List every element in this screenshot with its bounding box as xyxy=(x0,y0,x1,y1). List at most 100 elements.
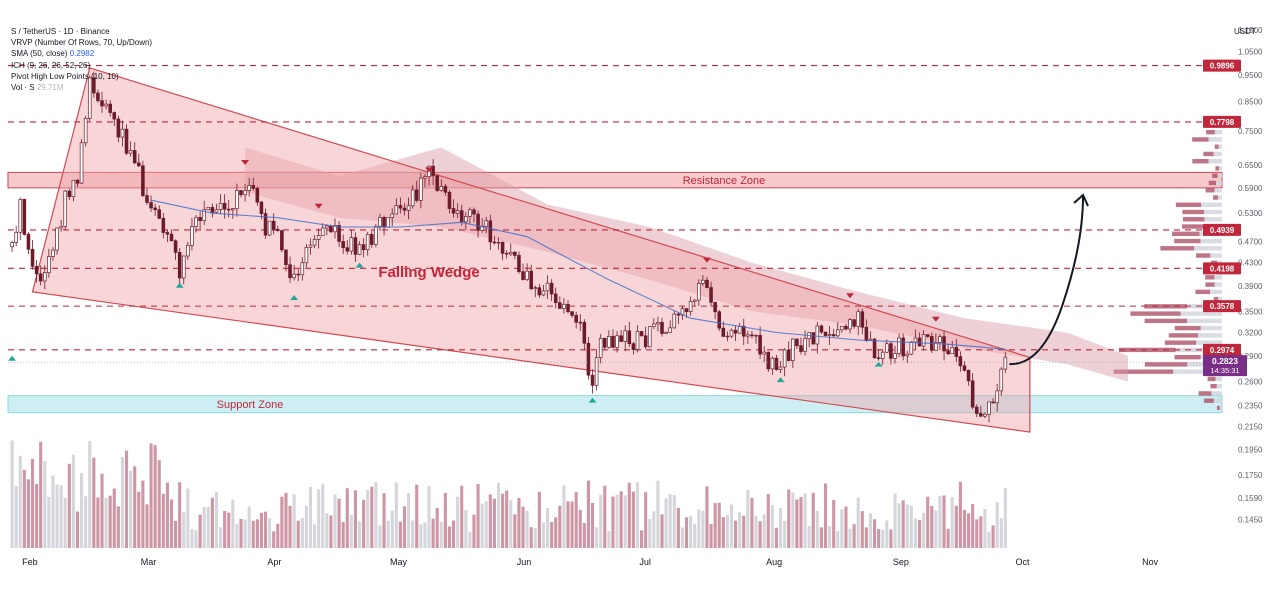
candle-body xyxy=(962,365,967,371)
volume-bar xyxy=(214,492,219,548)
indicator-vrvp[interactable]: VRVP (Number Of Rows, 70, Up/Down) xyxy=(11,38,153,48)
price-level-label: 0.7798 xyxy=(1210,118,1235,127)
candle-body xyxy=(758,335,762,355)
candle-body xyxy=(619,335,623,342)
candle-body xyxy=(880,351,885,359)
price-level-label: 0.4939 xyxy=(1210,226,1235,235)
axis-tick-label: 0.4300 xyxy=(1238,259,1263,268)
indicator-volume[interactable]: Vol · S 29.71M xyxy=(11,83,64,93)
candle-body xyxy=(729,329,734,337)
candle-body xyxy=(733,329,738,334)
volume-bar xyxy=(541,522,546,548)
pivot-high-marker xyxy=(702,257,711,263)
candle-body xyxy=(165,232,170,235)
volume-bar xyxy=(10,440,14,548)
indicator-ichimoku[interactable]: ICH (9, 26, 26, 52, 26) xyxy=(11,60,91,70)
month-label: Feb xyxy=(22,557,38,567)
volume-bar xyxy=(460,485,464,548)
candle-body xyxy=(819,325,824,333)
volume-profile-bar xyxy=(1198,333,1222,338)
candle-body xyxy=(329,225,333,233)
month-label: Oct xyxy=(1015,557,1030,567)
volume-profile-bar xyxy=(1187,318,1222,324)
volume-bar xyxy=(901,500,905,548)
candle-body xyxy=(231,208,235,211)
volume-profile-bar xyxy=(1144,362,1188,367)
volume-bar xyxy=(873,519,877,548)
candle-body xyxy=(374,226,378,245)
symbol-line[interactable]: S / TetherUS · 1D · Binance xyxy=(11,27,110,36)
axis-tick-label: 0.6500 xyxy=(1238,161,1263,170)
volume-bar xyxy=(975,519,979,548)
volume-bar xyxy=(967,513,971,548)
volume-profile-bar xyxy=(1208,180,1217,186)
candle-body xyxy=(296,273,300,276)
candle-body xyxy=(22,198,27,235)
candle-body xyxy=(382,217,386,228)
candle-body xyxy=(402,207,407,211)
candle-body xyxy=(889,343,893,359)
volume-bar xyxy=(80,473,84,548)
support-zone-label: Support Zone xyxy=(217,399,284,411)
candle-body xyxy=(280,230,284,251)
ichimoku-cloud xyxy=(245,147,1129,382)
price-level-tag xyxy=(1203,59,1241,72)
candle-body xyxy=(96,92,100,102)
volume-bar xyxy=(235,524,239,548)
volume-bar xyxy=(840,509,844,548)
volume-profile-bar xyxy=(1192,137,1209,142)
volume-bar xyxy=(664,498,668,548)
candle-body xyxy=(153,207,157,211)
candle-body xyxy=(304,247,309,264)
pivot-low-marker xyxy=(588,397,597,403)
candle-body xyxy=(876,357,881,359)
candle-body xyxy=(198,217,202,222)
candle-body xyxy=(504,252,509,255)
volume-bar xyxy=(349,514,353,548)
volume-bar xyxy=(227,512,231,548)
indicator-pivots[interactable]: Pivot High Low Points (10, 10) xyxy=(11,71,119,81)
volume-bar xyxy=(950,496,954,548)
candle-body xyxy=(905,353,910,357)
pivot-low-marker xyxy=(776,377,785,383)
volume-bar xyxy=(774,527,779,548)
volume-profile-bar xyxy=(1181,224,1204,229)
candle-body xyxy=(169,233,174,242)
price-level-tag xyxy=(1203,262,1241,275)
candle-body xyxy=(186,244,190,257)
candle-body xyxy=(345,247,350,252)
candle-body xyxy=(721,327,726,337)
candle-body xyxy=(292,273,296,279)
candle-body xyxy=(267,220,272,236)
candle-body xyxy=(921,334,926,347)
volume-profile-bar xyxy=(1160,246,1195,251)
candle-body xyxy=(860,311,865,328)
candle-body xyxy=(799,345,803,352)
pivot-high-marker xyxy=(425,167,434,173)
price-level-label: 0.9896 xyxy=(1210,62,1235,71)
candle-body xyxy=(607,336,611,348)
candle-body xyxy=(590,374,595,386)
volume-bar xyxy=(644,492,648,548)
volume-bar xyxy=(464,509,468,548)
volume-profile-bar xyxy=(1216,383,1222,389)
volume-profile-bar xyxy=(1194,246,1222,251)
candle-body xyxy=(917,337,922,347)
axis-currency: USDT xyxy=(1234,27,1256,36)
volume-profile-bar xyxy=(1213,398,1222,403)
candle-body xyxy=(190,226,194,246)
candle-body xyxy=(574,315,578,323)
candle-body xyxy=(770,357,775,370)
candle-body xyxy=(562,303,566,309)
candle-body xyxy=(79,142,84,184)
volume-bar xyxy=(958,481,962,548)
pivot-low-marker xyxy=(175,282,184,288)
volume-profile-bar xyxy=(1180,311,1222,316)
axis-tick-label: 0.5300 xyxy=(1238,209,1263,218)
candle-body xyxy=(222,202,227,210)
volume-profile-bar xyxy=(1205,275,1215,280)
indicator-sma[interactable]: SMA (50, close) 0.2982 xyxy=(11,49,95,59)
candle-body xyxy=(549,282,554,295)
